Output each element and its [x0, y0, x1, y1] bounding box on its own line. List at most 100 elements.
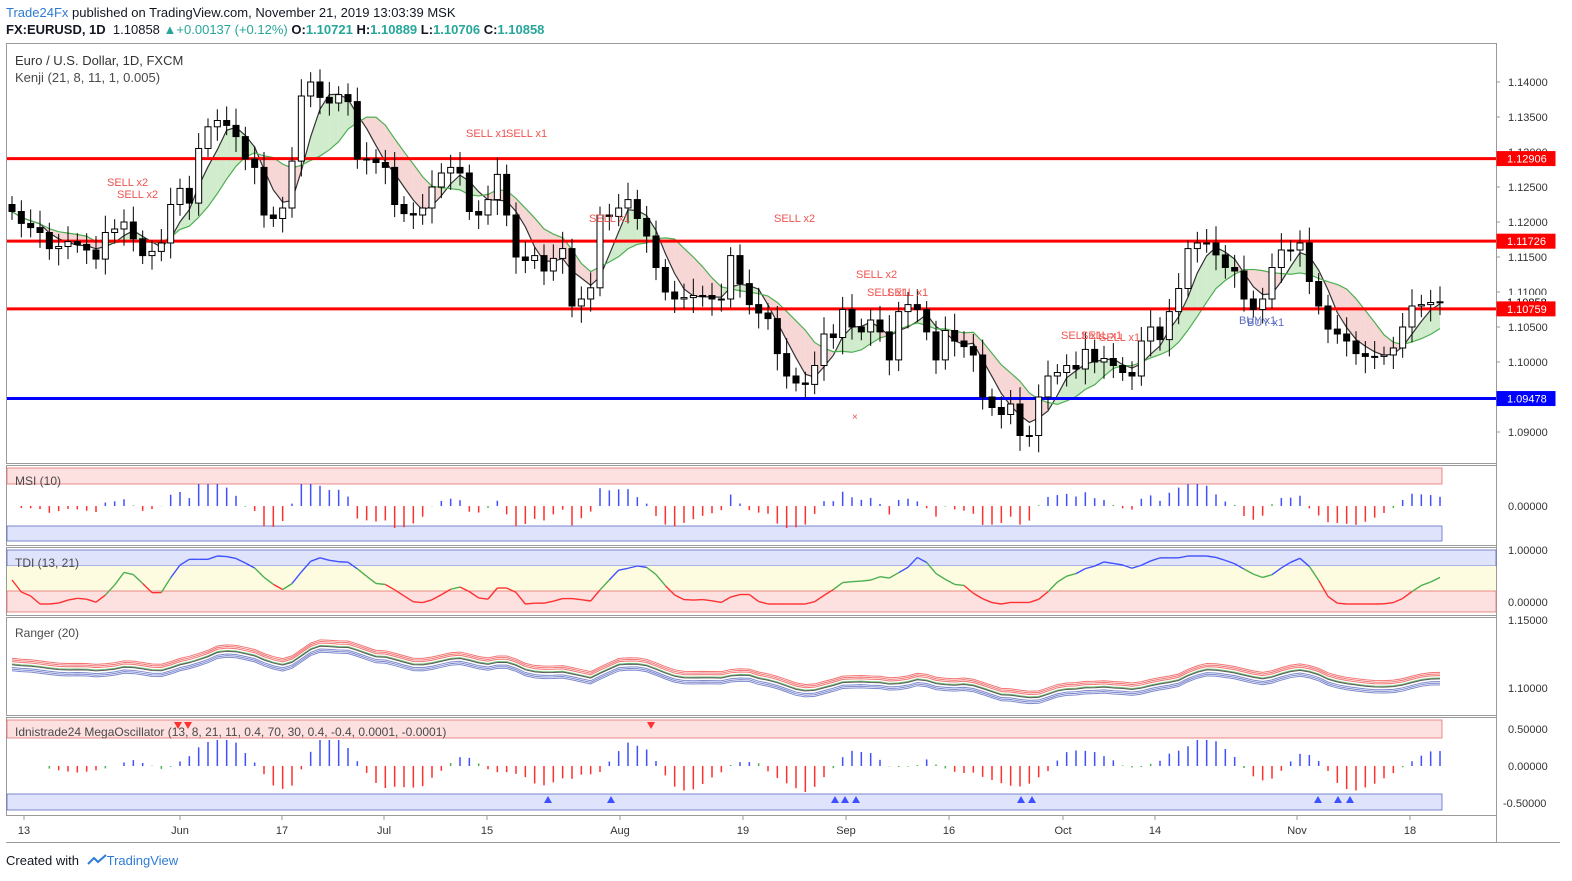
tdi-segment	[272, 583, 284, 591]
tdi-segment	[674, 594, 685, 601]
candle-body	[559, 248, 567, 259]
tdi-segment	[646, 566, 657, 576]
candle-body	[699, 295, 707, 297]
tdi-segment	[1131, 564, 1142, 569]
candle-body	[1417, 304, 1425, 307]
tdi-title[interactable]: TDI (13, 21)	[15, 556, 80, 570]
candle-body	[736, 255, 744, 285]
tdi-segment	[403, 595, 414, 603]
tdi-segment	[1337, 602, 1347, 605]
candle-body	[1063, 365, 1071, 373]
candle-body	[727, 255, 735, 300]
candle-body	[969, 346, 977, 356]
kenji-cloud-segment	[338, 94, 348, 142]
tdi-segment	[254, 567, 265, 578]
candle-body	[633, 199, 641, 220]
candle-body	[353, 101, 361, 160]
candle-body	[1315, 281, 1323, 307]
mega-axis-label: 0.50000	[1508, 724, 1548, 736]
candle-body	[951, 330, 959, 342]
tdi-segment	[982, 598, 993, 604]
price-tick-label: 1.10500	[1508, 322, 1548, 334]
tdi-segment	[114, 572, 125, 586]
tradingview-logo-icon	[86, 854, 107, 865]
ranger-title[interactable]: Ranger (20)	[15, 626, 80, 640]
signal-label: SELL x1	[466, 128, 507, 140]
kenji-title[interactable]: Kenji (21, 8, 11, 1, 0.005)	[15, 70, 161, 85]
mega-title[interactable]: Idnistrade24 MegaOscillator (13, 8, 21, …	[15, 725, 447, 739]
close-value: 1.10858	[497, 22, 545, 37]
author-link[interactable]: Trade24Fx	[6, 5, 69, 20]
tdi-segment	[935, 572, 946, 580]
mega-bands	[6, 719, 1443, 811]
kenji-cloud-segment	[385, 125, 395, 174]
last-price: 1.10858	[112, 22, 160, 37]
price-change: +0.00137 (+0.12%)	[176, 22, 288, 37]
tdi-segment	[160, 577, 172, 593]
tdi-segment	[954, 583, 965, 587]
tdi-segment	[226, 555, 237, 560]
msi-axis-label: 0.00000	[1508, 501, 1548, 513]
buy-arrow-icon	[1346, 796, 1354, 803]
tdi-segment	[1327, 595, 1338, 604]
candle-body	[1333, 328, 1341, 335]
tdi-segment	[1225, 559, 1235, 565]
signal-label: BUY x1	[1247, 317, 1284, 329]
candle-body	[708, 295, 716, 300]
candle-body	[1240, 270, 1248, 300]
kenji-cloud-segment	[226, 127, 236, 180]
tdi-segment	[95, 594, 106, 603]
candle-body	[1147, 326, 1155, 342]
time-axis[interactable]: 13 Jun 17 Jul 15 Aug 19 Sep 16 Oct 14 Nov 18	[18, 816, 1416, 837]
candle-body	[148, 250, 156, 257]
tdi-segment	[282, 583, 293, 591]
time-tick-label: Jun	[171, 825, 189, 837]
signal-label: SELL x1	[867, 287, 908, 299]
kenji-cloud-segment	[1374, 322, 1384, 356]
tdi-segment	[384, 583, 396, 591]
kenji-cloud-segment	[404, 151, 414, 201]
up-arrow-icon: ▲	[163, 22, 177, 37]
tdi-segment	[1262, 574, 1273, 579]
ranger-bands	[11, 639, 1441, 705]
price-axis[interactable]: 1.140001.135001.130001.125001.120001.115…	[1496, 77, 1556, 439]
tdi-segment	[1047, 581, 1058, 593]
kenji-cloud-segment	[693, 257, 703, 297]
price-tag	[1496, 301, 1556, 317]
msi-title[interactable]: MSI (10)	[15, 474, 62, 488]
time-tick-label: Nov	[1287, 825, 1307, 837]
tdi-segment	[310, 557, 321, 562]
candle-body	[1156, 326, 1164, 341]
tdi-segment	[515, 591, 526, 605]
candle-body	[801, 382, 809, 385]
candle-body	[1109, 358, 1117, 366]
tradingview-link[interactable]: TradingView	[106, 853, 179, 868]
candle-body	[615, 207, 623, 217]
kenji-cloud	[12, 94, 1440, 423]
candle-body	[409, 213, 417, 216]
kenji-cloud-segment	[516, 198, 526, 227]
candle-body	[223, 120, 231, 126]
tdi-segment	[235, 557, 246, 564]
tdi-segment	[1280, 561, 1292, 569]
ranger-axis-label: 1.15000	[1508, 615, 1548, 627]
candle-body	[83, 243, 91, 251]
mega-axis-label: 0.00000	[1508, 761, 1548, 773]
close-label: C:	[483, 22, 498, 37]
tdi-segment	[1234, 563, 1245, 570]
tdi-segment	[245, 562, 255, 569]
tdi-segment	[1094, 561, 1105, 567]
candle-body	[157, 242, 165, 252]
price-tag-label: 1.10759	[1507, 304, 1547, 316]
price-tick-label: 1.09000	[1508, 427, 1548, 439]
kenji-cloud-segment	[618, 209, 628, 257]
tdi-segment	[1308, 566, 1320, 581]
kenji-cloud-segment	[1290, 252, 1300, 275]
tdi-segment	[637, 565, 647, 569]
tdi-segment	[832, 582, 844, 591]
tdi-segment	[58, 599, 69, 604]
candle-body	[587, 287, 595, 300]
candle-body	[92, 249, 100, 260]
tdi-segment	[77, 597, 87, 600]
